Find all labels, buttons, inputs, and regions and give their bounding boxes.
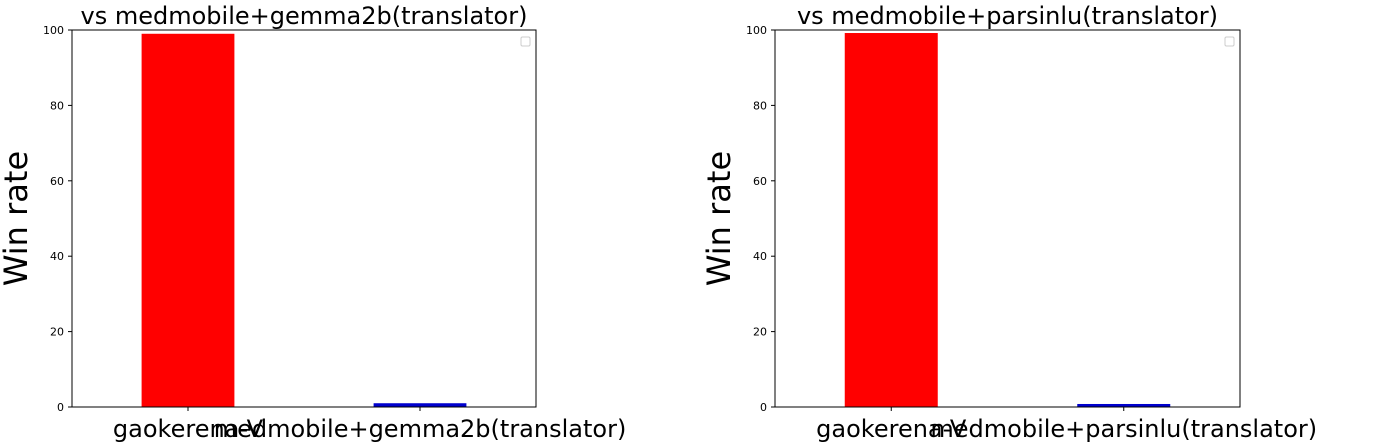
- x-tick-label: gaokerena-V: [816, 415, 967, 443]
- y-tick-label: 100: [746, 24, 767, 37]
- x-tick-label: medmobile+parsinlu(translator): [930, 415, 1317, 443]
- y-tick-label: 100: [43, 24, 64, 37]
- y-tick-label: 40: [50, 250, 64, 263]
- y-tick-label: 40: [753, 250, 767, 263]
- chart-title: vs medmobile+gemma2b(translator): [81, 2, 528, 30]
- y-tick-label: 0: [57, 401, 64, 414]
- y-axis-label: Win rate: [0, 151, 35, 286]
- y-tick-label: 80: [753, 99, 767, 112]
- axes-frame: [71, 29, 537, 408]
- y-tick-label: 20: [50, 326, 64, 339]
- bar-gaokerena-v: [141, 33, 235, 408]
- chart-panel-2: 0 20 40 60 80 100 gaokerena-Vmedmobile+parsinl…: [700, 2, 1317, 443]
- bar-medmobile-parsinlu-translator-: [1077, 403, 1171, 407]
- y-tick-label: 80: [50, 99, 64, 112]
- legend-box: [1224, 36, 1235, 47]
- chart-title: vs medmobile+parsinlu(translator): [797, 2, 1218, 30]
- axes-frame: [774, 29, 1241, 408]
- bar-medmobile-gemma2b-translator-: [373, 403, 467, 407]
- y-tick-label: 0: [760, 401, 767, 414]
- y-tick-label: 60: [50, 175, 64, 188]
- bar-gaokerena-v: [844, 33, 938, 408]
- y-tick-label: 20: [753, 326, 767, 339]
- x-tick-label: medmobile+gemma2b(translator): [214, 415, 627, 443]
- y-tick-label: 60: [753, 175, 767, 188]
- x-tick-label: gaokerena-V: [113, 415, 264, 443]
- chart-panel-1: 0 20 40 60 80 100 gaokerena-Vmedmobile+gemma2b…: [0, 2, 626, 443]
- legend-box: [520, 36, 531, 47]
- y-axis-label: Win rate: [700, 151, 738, 286]
